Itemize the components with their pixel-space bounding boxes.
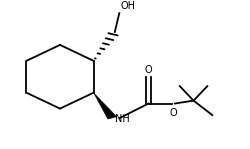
Text: O: O — [145, 65, 152, 75]
Polygon shape — [94, 93, 117, 119]
Text: NH: NH — [115, 114, 130, 124]
Text: O: O — [170, 108, 177, 118]
Text: OH: OH — [120, 1, 136, 11]
